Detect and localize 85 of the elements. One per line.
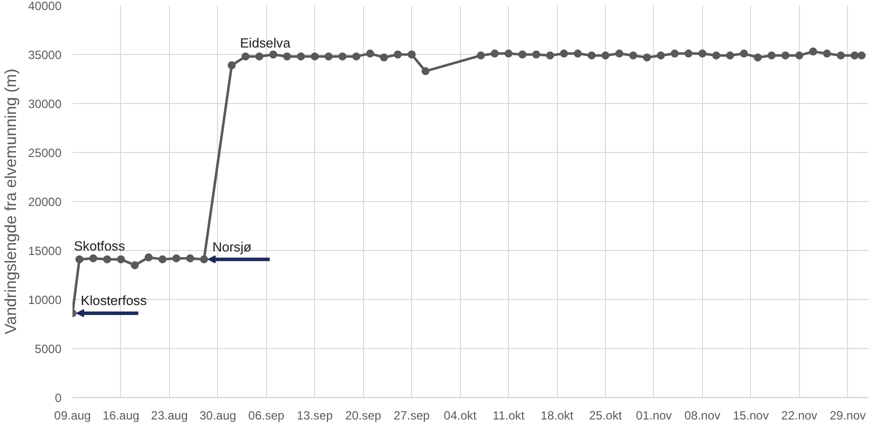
point [698, 50, 706, 58]
x-tick-label: 16.aug [102, 408, 140, 422]
point [574, 50, 582, 58]
point [283, 52, 292, 60]
point [712, 51, 720, 60]
point [781, 51, 790, 60]
point [588, 51, 596, 60]
point [200, 255, 208, 264]
annotation: Norsjø [212, 239, 252, 254]
point [269, 50, 278, 58]
point [490, 50, 499, 58]
point [836, 51, 845, 60]
point [560, 50, 568, 58]
point [144, 253, 153, 262]
y-tick-label: 20000 [28, 195, 62, 209]
point [172, 254, 180, 262]
x-tick-label: 15.nov [732, 408, 769, 422]
x-tick-label: 27.sep [394, 408, 430, 422]
y-tick-label: 0 [54, 391, 62, 405]
x-tick-label: 04.okt [444, 408, 478, 422]
point [310, 52, 319, 60]
point [255, 52, 264, 60]
y-tick-label: 10000 [28, 293, 62, 307]
point [116, 255, 125, 264]
point [518, 50, 526, 58]
point [89, 254, 98, 262]
point [504, 50, 513, 58]
point [366, 50, 374, 58]
annotation: Klosterfoss [80, 293, 148, 308]
y-axis-title: Vandringslengde fra elvemunning (m) [3, 68, 20, 334]
x-tick-label: 18.okt [540, 408, 574, 422]
point [408, 50, 416, 58]
x-tick-label: 22.nov [781, 408, 818, 422]
y-tick-label: 25000 [28, 146, 62, 160]
x-tick-label: 01.nov [636, 408, 672, 422]
x-tick-label: 25.okt [589, 408, 622, 422]
point [809, 48, 818, 56]
point [546, 51, 554, 60]
point [670, 50, 679, 58]
point [422, 67, 430, 76]
point [684, 50, 693, 58]
x-tick-label: 30.aug [200, 408, 236, 422]
point [158, 255, 166, 264]
point [352, 52, 360, 60]
point [242, 52, 250, 60]
point [629, 51, 638, 60]
point [656, 51, 665, 60]
point [296, 52, 305, 60]
x-tick-label: 13.sep [296, 408, 334, 422]
point [186, 254, 194, 262]
point [130, 261, 139, 270]
x-tick-label: 20.sep [345, 408, 382, 422]
point [768, 51, 776, 60]
point [726, 51, 734, 60]
x-tick-label: 29.nov [830, 408, 866, 422]
point [850, 51, 859, 60]
x-tick-label: 06.sep [248, 408, 285, 422]
point [324, 52, 333, 60]
point [338, 52, 346, 60]
point [532, 50, 540, 58]
point [394, 50, 402, 58]
annotation: Eidselva [240, 35, 291, 50]
point [380, 53, 388, 62]
point [476, 51, 485, 60]
point [822, 50, 831, 58]
y-tick-label: 5000 [34, 342, 62, 356]
y-tick-label: 35000 [28, 48, 62, 62]
point [795, 51, 804, 60]
point [228, 61, 236, 70]
x-tick-label: 08.nov [684, 408, 720, 422]
x-tick-label: 23.aug [151, 408, 188, 422]
point [601, 51, 610, 60]
x-tick-label: 09.aug [54, 408, 91, 422]
point [103, 255, 112, 264]
point [754, 53, 762, 62]
point [740, 50, 748, 58]
point [75, 255, 84, 264]
x-tick-label: 11.okt [492, 408, 526, 422]
point [643, 53, 652, 62]
y-tick-label: 30000 [28, 97, 62, 111]
annotation: Skotfoss [74, 238, 126, 254]
y-tick-label: 40000 [28, 0, 62, 13]
point [615, 50, 624, 58]
point [858, 51, 866, 60]
y-tick-label: 15000 [28, 244, 62, 258]
